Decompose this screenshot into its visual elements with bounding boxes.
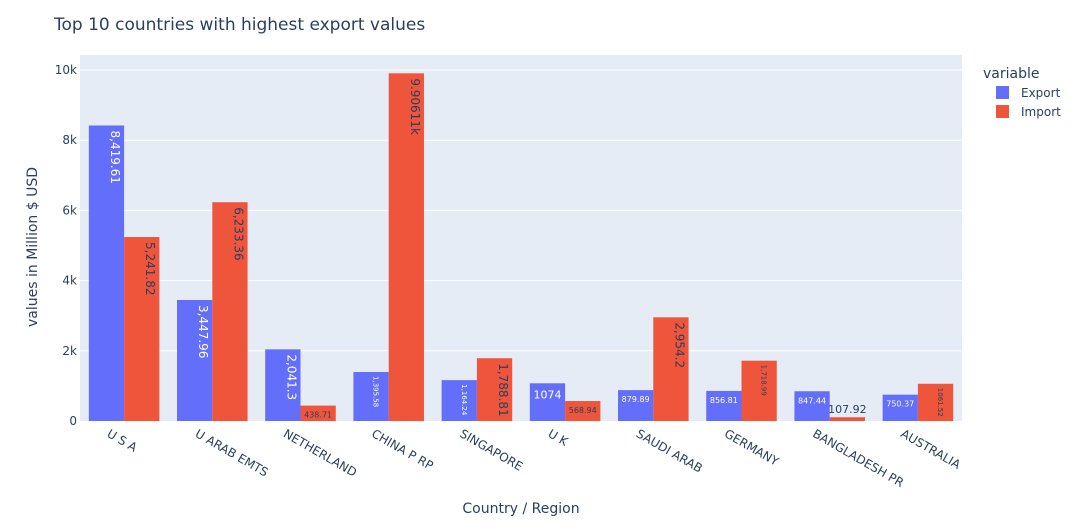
bar-export: [177, 299, 213, 421]
y-axis-title: values in Million $ USD: [25, 167, 41, 327]
bar-import: [741, 360, 777, 421]
data-label: 879.89: [622, 395, 650, 404]
data-label: 568.94: [569, 406, 597, 415]
data-label: 3,447.96: [196, 305, 210, 358]
y-tick-label: 10k: [55, 63, 77, 77]
data-label: 856.81: [710, 396, 738, 405]
legend-item-import[interactable]: Import: [996, 105, 1061, 119]
x-tick-label: U S A: [105, 426, 141, 455]
bar-import: [124, 237, 160, 421]
bar-export: [706, 390, 742, 421]
x-tick-label: SAUDI ARAB: [634, 426, 705, 475]
data-label: 438.71: [304, 411, 332, 420]
legend-label-import: Import: [1021, 105, 1061, 119]
data-label: 1074: [533, 388, 561, 401]
plot-area: 0 2k 4k 6k 8k 10k 8,419.61 3,447.96 2,041.3 1,395…: [55, 55, 964, 490]
data-label: 2,041.3: [284, 354, 298, 400]
bar-export: [882, 394, 918, 421]
bar-export: [88, 125, 125, 421]
bar-import: [917, 383, 954, 421]
x-tick-label: BANGLADESH PR: [810, 426, 906, 489]
data-label: 5,241.82: [143, 242, 157, 295]
data-label: 847.44: [798, 396, 826, 405]
y-tick-label: 4k: [62, 274, 77, 288]
data-label: 8,419.61: [108, 130, 122, 183]
data-label: 1061.52: [936, 388, 944, 417]
legend-title: variable: [983, 66, 1039, 82]
data-label: 1,718.99: [760, 365, 768, 396]
x-tick-label: AUSTRALIA: [898, 426, 963, 472]
x-tick-label: NETHERLAND: [281, 426, 359, 479]
x-tick-label: U K: [546, 426, 572, 449]
y-tick-label: 2k: [62, 344, 77, 358]
chart-title: Top 10 countries with highest export val…: [53, 15, 425, 35]
bar-export: [618, 390, 654, 421]
legend-swatch-export: [996, 86, 1009, 99]
bar-export: [353, 372, 389, 421]
bar-import: [476, 358, 513, 421]
legend: variable Export Import: [983, 66, 1061, 119]
bar-import: [300, 405, 336, 421]
data-label: 107.92: [828, 403, 867, 416]
bar-import: [653, 317, 689, 421]
legend-item-export[interactable]: Export: [996, 86, 1061, 100]
legend-label-export: Export: [1021, 86, 1061, 100]
bar-import: [388, 73, 424, 421]
x-axis-title: Country / Region: [462, 501, 579, 517]
bar-import: [565, 401, 601, 421]
data-label: 9.90611k: [408, 78, 422, 135]
bar-import: [212, 202, 248, 421]
data-label: 2,954.2: [672, 322, 686, 368]
y-tick-label: 8k: [62, 133, 77, 147]
data-label: 1,788.81: [496, 363, 510, 416]
data-label: 1,164.24: [460, 384, 468, 416]
legend-swatch-import: [996, 105, 1009, 118]
bar-export: [441, 380, 477, 421]
x-tick-label: U ARAB EMTS: [193, 426, 271, 479]
data-label: 1,395.58: [372, 376, 380, 407]
x-tick-label: CHINA P RP: [369, 426, 435, 472]
bar-export: [529, 383, 566, 421]
y-tick-label: 0: [69, 414, 77, 428]
bar-export: [265, 349, 301, 421]
bar-export: [794, 391, 830, 421]
data-label: 6,233.36: [231, 207, 245, 260]
y-tick-label: 6k: [62, 203, 77, 217]
data-label: 750.37: [886, 400, 914, 409]
bar-import: [829, 417, 865, 421]
x-tick-label: GERMANY: [722, 426, 782, 469]
x-tick-label: SINGAPORE: [457, 426, 525, 473]
